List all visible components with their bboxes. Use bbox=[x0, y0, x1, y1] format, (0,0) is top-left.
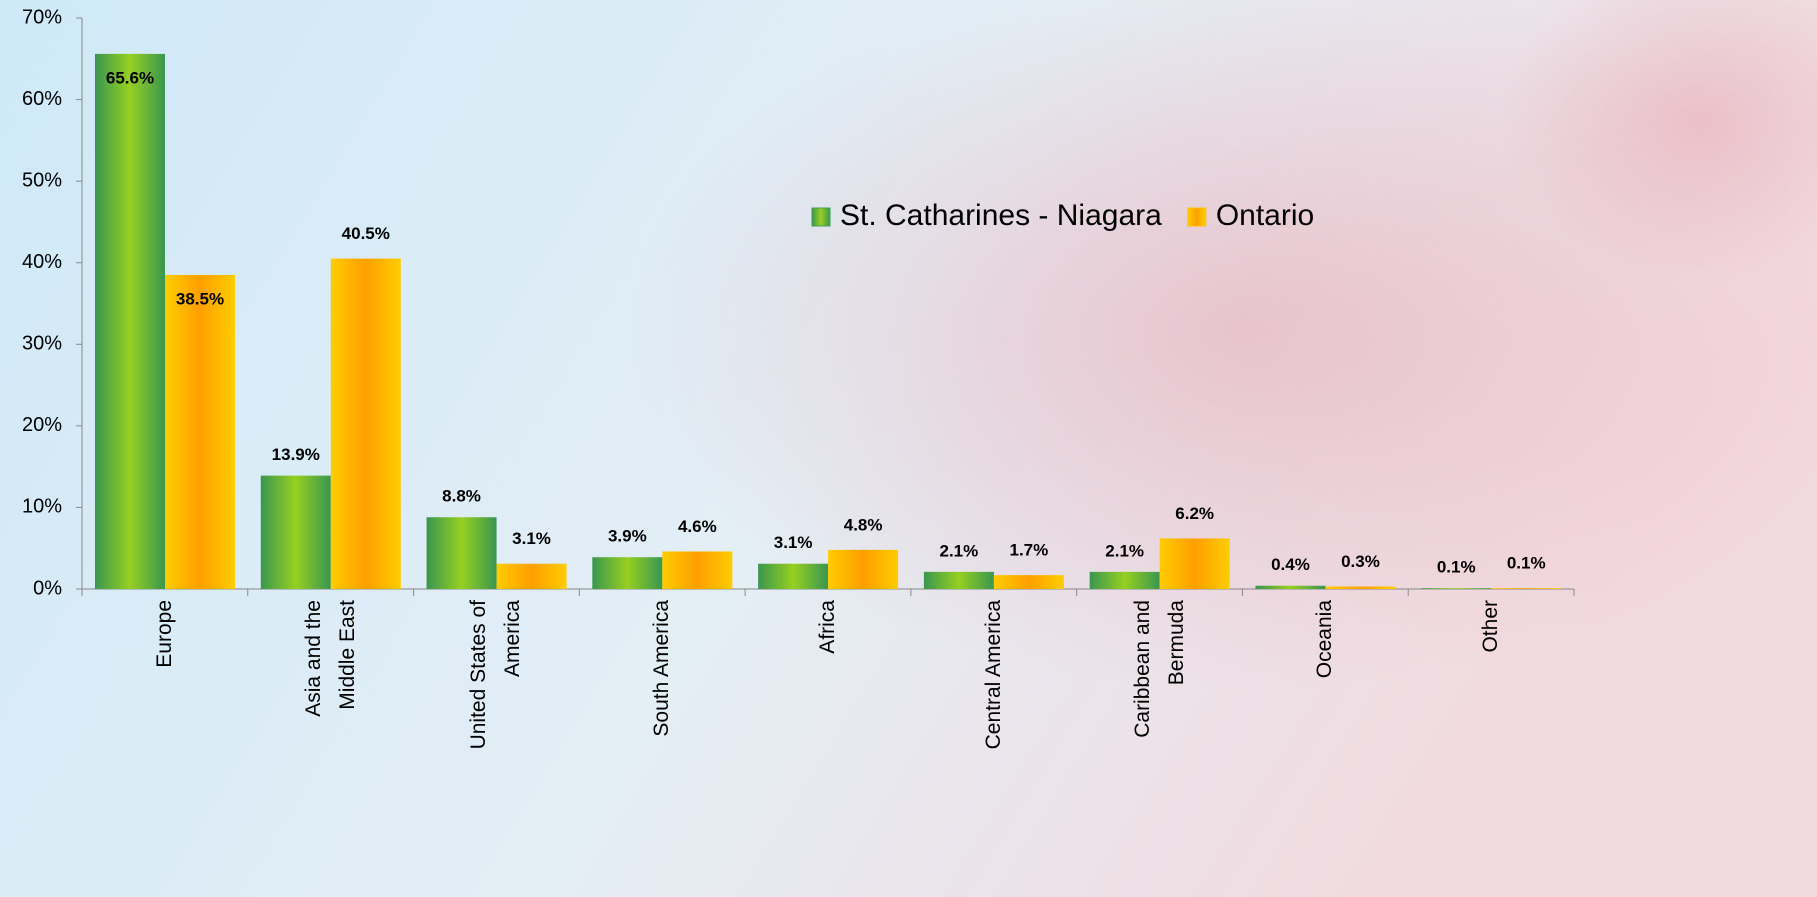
value-label: 0.1% bbox=[1507, 554, 1546, 573]
value-label: 3.1% bbox=[774, 533, 813, 552]
x-tick-label: Europe bbox=[148, 600, 182, 772]
value-label: 0.3% bbox=[1341, 552, 1380, 571]
x-tick-label: Asia and the Middle East bbox=[297, 600, 365, 772]
value-label: 40.5% bbox=[342, 224, 390, 243]
x-tick-label: Other bbox=[1474, 600, 1508, 772]
legend-swatch bbox=[1188, 208, 1206, 226]
chart: 0% 10% 20% 30% 40% 50% 60% 70% 65.6% 38.5% 13.9% 40… bbox=[0, 0, 1817, 897]
bar bbox=[1090, 572, 1160, 589]
value-label: 8.8% bbox=[442, 487, 481, 506]
bar bbox=[924, 572, 994, 589]
y-tick-label: 20% bbox=[22, 414, 62, 436]
bar bbox=[592, 557, 662, 589]
legend-label: Ontario bbox=[1216, 199, 1314, 232]
bar bbox=[427, 517, 497, 589]
x-tick-label: South America bbox=[645, 600, 679, 772]
x-tick-label: Central America bbox=[977, 600, 1011, 772]
bar bbox=[261, 476, 331, 589]
bar bbox=[994, 575, 1064, 589]
x-tick-label: Caribbean and Bermuda bbox=[1126, 600, 1194, 772]
bar bbox=[828, 550, 898, 589]
bar bbox=[662, 551, 732, 589]
y-tick-label: 10% bbox=[22, 496, 62, 518]
y-tick-label: 50% bbox=[22, 169, 62, 191]
legend-swatch bbox=[812, 208, 830, 226]
y-tick-label: 60% bbox=[22, 88, 62, 110]
y-tick-label: 70% bbox=[22, 6, 62, 28]
bar bbox=[497, 564, 567, 589]
value-label: 6.2% bbox=[1175, 504, 1214, 523]
bar bbox=[1325, 587, 1395, 589]
value-label: 65.6% bbox=[106, 68, 154, 87]
bar bbox=[165, 275, 235, 589]
bar bbox=[1255, 586, 1325, 589]
bar bbox=[331, 259, 401, 589]
y-tick-label: 40% bbox=[22, 251, 62, 273]
legend-label: St. Catharines - Niagara bbox=[840, 199, 1162, 232]
value-label: 4.8% bbox=[844, 515, 883, 534]
value-label: 0.1% bbox=[1437, 558, 1476, 577]
value-label: 3.1% bbox=[512, 529, 551, 548]
value-label: 4.6% bbox=[678, 517, 717, 536]
value-label: 1.7% bbox=[1010, 541, 1049, 560]
bar bbox=[95, 54, 165, 589]
bar bbox=[1491, 588, 1561, 589]
page: 0% 10% 20% 30% 40% 50% 60% 70% 65.6% 38.5% 13.9% 40… bbox=[0, 0, 1817, 897]
value-label: 2.1% bbox=[1105, 541, 1144, 560]
value-label: 13.9% bbox=[272, 445, 320, 464]
bar bbox=[758, 564, 828, 589]
bar bbox=[1421, 588, 1491, 589]
y-tick-label: 30% bbox=[22, 333, 62, 355]
x-tick-label: United States of America bbox=[462, 600, 530, 772]
bar bbox=[1160, 538, 1230, 589]
value-label: 2.1% bbox=[940, 541, 979, 560]
x-tick-label: Oceania bbox=[1308, 600, 1342, 772]
x-tick-label: Africa bbox=[811, 600, 845, 772]
y-tick-label: 0% bbox=[33, 577, 62, 599]
value-label: 38.5% bbox=[176, 289, 224, 308]
value-label: 3.9% bbox=[608, 527, 647, 546]
value-label: 0.4% bbox=[1271, 555, 1310, 574]
